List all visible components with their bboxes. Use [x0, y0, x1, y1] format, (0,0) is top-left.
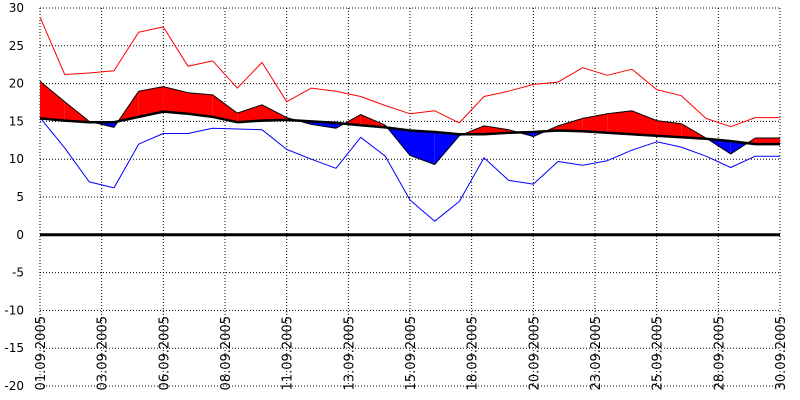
y-tick-label: 25 — [9, 39, 24, 53]
x-tick-label: 18.09.2005 — [466, 316, 481, 390]
x-tick-label: 03.09.2005 — [96, 316, 111, 390]
y-tick-layer: 30 25 20 15 10 5 0 -5 -10 -15 -20 — [4, 1, 24, 393]
y-tick-label: 0 — [16, 228, 24, 242]
y-tick-label: 5 — [16, 190, 24, 204]
x-tick-label: 25.09.2005 — [651, 316, 666, 390]
warm-anomaly-area — [188, 92, 213, 117]
warm-anomaly-area — [656, 120, 682, 138]
x-tick-label: 15.09.2005 — [404, 316, 419, 390]
warm-anomaly-area — [138, 86, 164, 117]
warm-anomaly-area — [755, 138, 780, 145]
x-tick-label: 13.09.2005 — [342, 316, 357, 390]
warm-anomaly-area — [262, 104, 287, 121]
x-tick-label: 01.09.2005 — [34, 316, 49, 390]
y-tick-label: -15 — [4, 341, 24, 355]
series-line-min — [39, 117, 780, 222]
y-tick-label: 10 — [9, 152, 24, 166]
series-line-normal — [39, 110, 780, 146]
series-line-observed — [39, 80, 780, 165]
warm-anomaly-area — [360, 114, 386, 128]
y-tick-label: 15 — [9, 114, 24, 128]
warm-anomaly-area — [632, 110, 657, 136]
y-tick-label: 30 — [9, 1, 24, 15]
x-tick-label: 20.09.2005 — [527, 316, 542, 390]
x-tick-layer: 01.09.2005 03.09.2005 06.09.2005 08.09.2005… — [34, 316, 789, 390]
y-tick-label: -10 — [4, 303, 24, 317]
warm-anomaly-area — [582, 113, 608, 133]
warm-anomaly-area — [558, 118, 583, 132]
y-tick-label: -20 — [4, 379, 24, 393]
series-line-layer — [39, 16, 780, 237]
cold-anomaly-area — [410, 130, 435, 165]
y-tick-label: 20 — [9, 77, 24, 91]
warm-anomaly-area — [40, 81, 65, 121]
series-line-max — [39, 16, 780, 128]
warm-anomaly-area — [212, 94, 238, 123]
x-tick-label: 11.09.2005 — [281, 316, 296, 390]
warm-anomaly-area — [237, 104, 262, 123]
warm-anomaly-area — [163, 86, 188, 114]
x-tick-label: 30.09.2005 — [774, 316, 789, 390]
x-tick-label: 28.09.2005 — [712, 316, 727, 390]
x-tick-label: 23.09.2005 — [589, 316, 604, 390]
warm-anomaly-area — [607, 110, 632, 135]
x-tick-label: 06.09.2005 — [157, 316, 172, 390]
y-tick-label: -5 — [12, 266, 24, 280]
x-tick-label: 08.09.2005 — [219, 316, 234, 390]
warm-anomaly-area — [463, 125, 484, 135]
cold-anomaly-area — [434, 132, 460, 165]
